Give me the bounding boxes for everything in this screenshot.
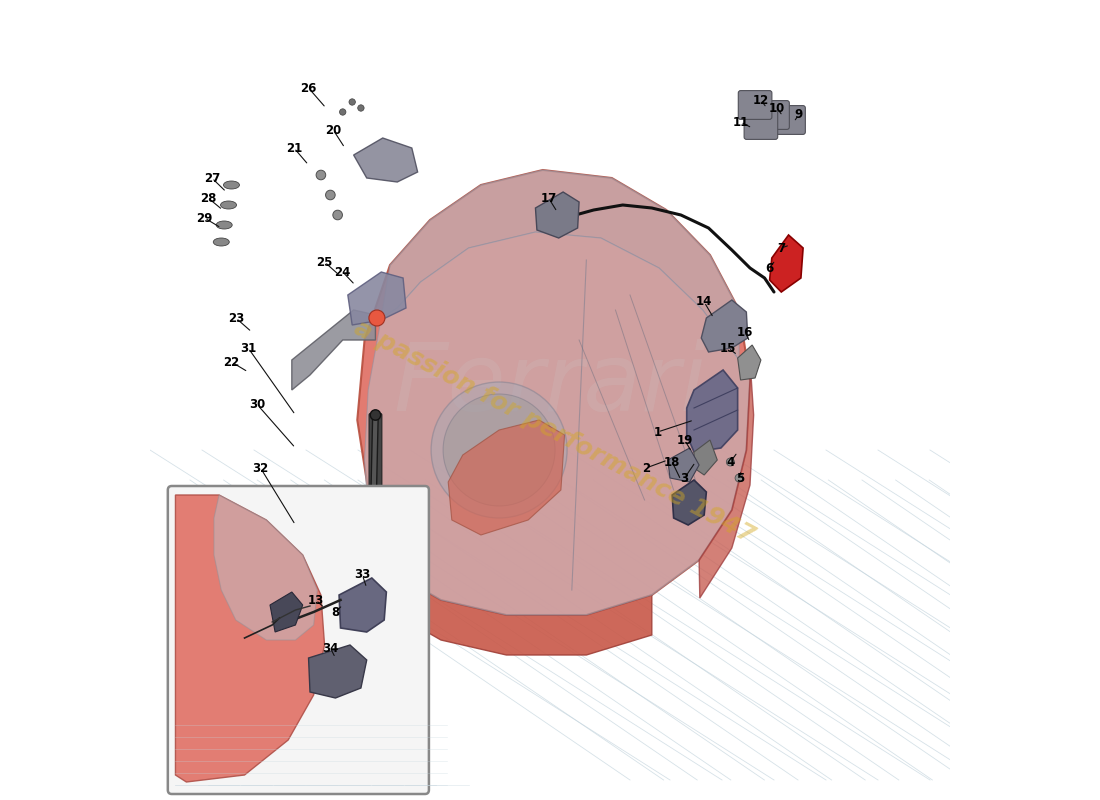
Text: 8: 8 — [331, 606, 340, 618]
Text: 18: 18 — [664, 455, 681, 469]
Circle shape — [340, 109, 345, 115]
Text: 4: 4 — [726, 455, 735, 469]
Ellipse shape — [217, 221, 232, 229]
Polygon shape — [536, 192, 579, 238]
Text: 22: 22 — [223, 355, 240, 369]
Text: 28: 28 — [200, 191, 217, 205]
Text: 20: 20 — [326, 123, 341, 137]
Text: 34: 34 — [322, 642, 339, 654]
Text: 15: 15 — [720, 342, 736, 354]
Text: 6: 6 — [766, 262, 773, 274]
Polygon shape — [672, 480, 706, 525]
Polygon shape — [702, 300, 748, 352]
Polygon shape — [364, 232, 750, 615]
Text: 21: 21 — [286, 142, 302, 154]
Circle shape — [366, 570, 377, 580]
Circle shape — [326, 190, 336, 200]
Polygon shape — [738, 345, 761, 380]
Ellipse shape — [220, 201, 236, 209]
Circle shape — [735, 474, 744, 482]
Polygon shape — [370, 540, 652, 655]
Text: 14: 14 — [696, 295, 713, 309]
Circle shape — [358, 105, 364, 111]
Circle shape — [443, 394, 556, 506]
Circle shape — [431, 382, 568, 518]
Circle shape — [371, 410, 381, 420]
FancyBboxPatch shape — [756, 101, 790, 130]
Polygon shape — [353, 138, 418, 182]
Ellipse shape — [213, 238, 229, 246]
Text: Ferrari: Ferrari — [394, 338, 706, 430]
Text: 9: 9 — [794, 109, 803, 122]
Text: 27: 27 — [204, 171, 220, 185]
Text: 11: 11 — [733, 115, 749, 129]
Text: 2: 2 — [642, 462, 650, 474]
Polygon shape — [292, 310, 375, 390]
Text: 17: 17 — [540, 191, 557, 205]
Ellipse shape — [223, 181, 240, 189]
Text: 26: 26 — [300, 82, 317, 94]
Polygon shape — [358, 170, 750, 615]
Polygon shape — [448, 420, 564, 535]
Polygon shape — [348, 272, 406, 325]
Text: 31: 31 — [240, 342, 256, 354]
Polygon shape — [270, 592, 302, 632]
Circle shape — [316, 170, 326, 180]
Text: 33: 33 — [354, 569, 371, 582]
Text: 16: 16 — [737, 326, 754, 338]
Polygon shape — [308, 645, 366, 698]
Polygon shape — [686, 370, 738, 452]
Text: 29: 29 — [197, 211, 212, 225]
Text: 7: 7 — [778, 242, 785, 254]
FancyBboxPatch shape — [370, 414, 382, 577]
Circle shape — [726, 458, 735, 466]
Text: 1: 1 — [653, 426, 662, 438]
Text: 10: 10 — [769, 102, 785, 114]
Text: 12: 12 — [752, 94, 769, 106]
Text: a passion for performance 1947: a passion for performance 1947 — [350, 316, 758, 548]
Text: 32: 32 — [252, 462, 268, 474]
FancyBboxPatch shape — [738, 90, 772, 119]
FancyBboxPatch shape — [168, 486, 429, 794]
FancyBboxPatch shape — [744, 110, 778, 139]
Text: 24: 24 — [334, 266, 351, 278]
Polygon shape — [694, 440, 717, 475]
Circle shape — [349, 98, 355, 106]
Text: 13: 13 — [308, 594, 323, 606]
Polygon shape — [339, 578, 386, 632]
Polygon shape — [382, 170, 739, 360]
Text: 25: 25 — [317, 255, 332, 269]
Text: 5: 5 — [736, 471, 745, 485]
Circle shape — [333, 210, 342, 220]
Polygon shape — [668, 448, 700, 482]
Text: 23: 23 — [228, 311, 244, 325]
Polygon shape — [214, 495, 317, 640]
Circle shape — [368, 310, 385, 326]
Text: 19: 19 — [676, 434, 693, 446]
Text: 3: 3 — [681, 471, 689, 485]
Polygon shape — [770, 235, 803, 292]
Polygon shape — [176, 495, 324, 782]
FancyBboxPatch shape — [772, 106, 805, 134]
Text: 30: 30 — [250, 398, 266, 411]
Polygon shape — [700, 360, 754, 598]
